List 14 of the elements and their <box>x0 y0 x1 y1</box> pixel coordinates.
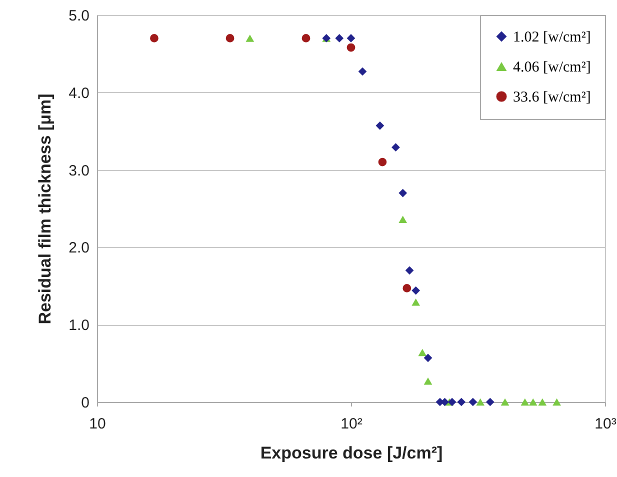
x-tick-label: 10³ <box>594 416 616 432</box>
legend-label: 33.6 [w/cm²] <box>513 90 591 106</box>
y-tick-label: 2.0 <box>68 240 90 257</box>
legend-label: 4.06 [w/cm²] <box>513 60 591 76</box>
y-tick-label: 5.0 <box>68 8 90 24</box>
y-tick-label: 0 <box>81 394 90 412</box>
x-tick-label: 10 <box>89 416 106 432</box>
x-axis-title: Exposure dose [J/cm²] <box>260 444 443 462</box>
legend-label: 1.02 [w/cm²] <box>513 30 591 46</box>
y-tick-label: 1.0 <box>68 317 90 334</box>
x-tick-label: 10² <box>340 416 362 432</box>
y-tick-label: 3.0 <box>68 162 90 180</box>
y-tick-label: 4.0 <box>68 84 90 102</box>
y-axis-title: Residual film thickness [μm] <box>36 94 55 324</box>
